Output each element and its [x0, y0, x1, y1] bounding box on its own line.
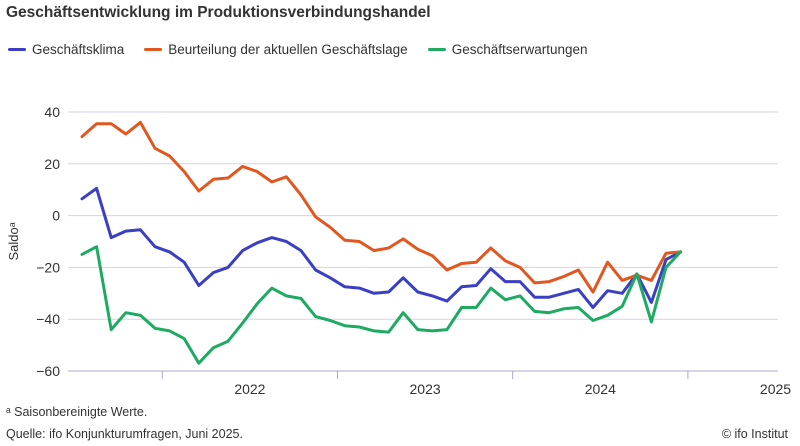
- chart-title: Geschäftsentwicklung im Produktionsverbi…: [6, 4, 431, 21]
- y-tick-label: −20: [36, 259, 60, 275]
- legend-label-geschaeftserwartungen: Geschäftserwartungen: [451, 42, 588, 57]
- series-lines: [80, 120, 683, 365]
- legend-label-geschaeftslage: Beurteilung der aktuellen Geschäftslage: [168, 42, 408, 57]
- legend-item-geschaeftsklima: Geschäftsklima: [8, 42, 124, 57]
- series-line-geschaeftslage: [80, 120, 683, 294]
- copyright-credit: © ifo Institut: [721, 427, 788, 441]
- y-tick-label: −40: [36, 311, 60, 327]
- y-tick-label: 20: [44, 156, 60, 172]
- x-axis: 2022 2023 2024 2025: [68, 370, 791, 397]
- y-axis-title: Saldoᵃ: [6, 222, 21, 260]
- y-axis: 40 20 0 −20 −40 −60: [36, 104, 60, 379]
- x-tick-label: 2025: [760, 381, 791, 397]
- legend-item-geschaeftserwartungen: Geschäftserwartungen: [427, 42, 588, 57]
- y-tick-label: 0: [52, 208, 60, 224]
- series-line-geschaeftserwartungen: [80, 245, 683, 365]
- chart-legend: Geschäftsklima Beurteilung der aktuellen…: [8, 42, 608, 57]
- legend-swatch-geschaeftsklima: [8, 48, 26, 51]
- y-tick-label: 40: [44, 104, 60, 120]
- legend-swatch-geschaeftslage: [144, 48, 163, 51]
- x-tick-label: 2024: [585, 381, 616, 397]
- legend-item-geschaeftslage: Beurteilung der aktuellen Geschäftslage: [144, 42, 408, 57]
- y-tick-label: −60: [36, 363, 60, 379]
- x-tick-label: 2022: [234, 381, 265, 397]
- footnote: ᵃ Saisonbereinigte Werte.: [6, 405, 148, 419]
- legend-label-geschaeftsklima: Geschäftsklima: [32, 42, 125, 57]
- source-note: Quelle: ifo Konjunkturumfragen, Juni 202…: [6, 427, 243, 441]
- series-line-geschaeftsklima: [80, 186, 683, 309]
- legend-swatch-geschaeftserwartungen: [427, 48, 446, 51]
- x-tick-label: 2023: [410, 381, 441, 397]
